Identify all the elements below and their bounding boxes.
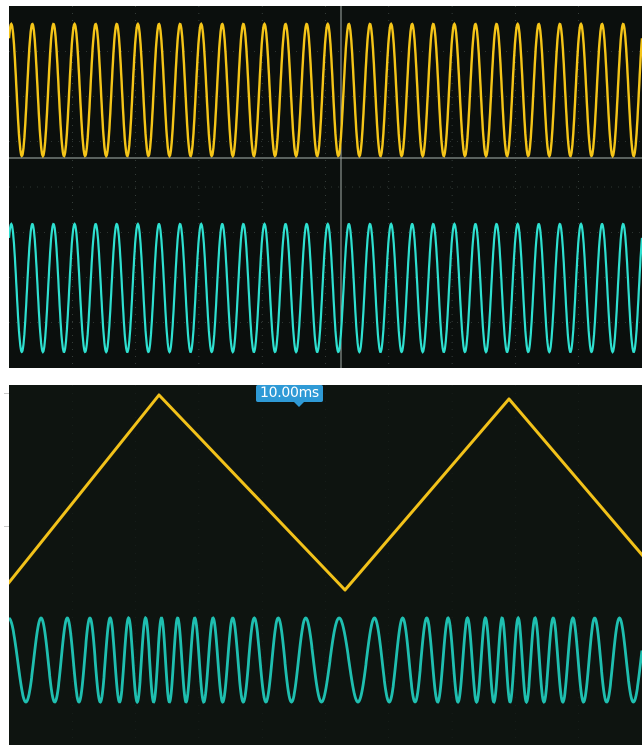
oscilloscope-photo-bottom: 10.00ms: [9, 385, 642, 745]
channel2-fm-trace: [9, 615, 642, 705]
oscilloscope-photo-top: [9, 6, 642, 368]
channel1-trace: [9, 21, 642, 159]
timebase-label: 10.00ms: [256, 385, 323, 407]
oscilloscope-display-top: [9, 6, 642, 368]
oscilloscope-display-bottom: [9, 385, 642, 745]
graticule-top: [9, 6, 642, 368]
channel2-trace: [9, 222, 642, 354]
channel1-triangle-trace: [9, 393, 642, 592]
